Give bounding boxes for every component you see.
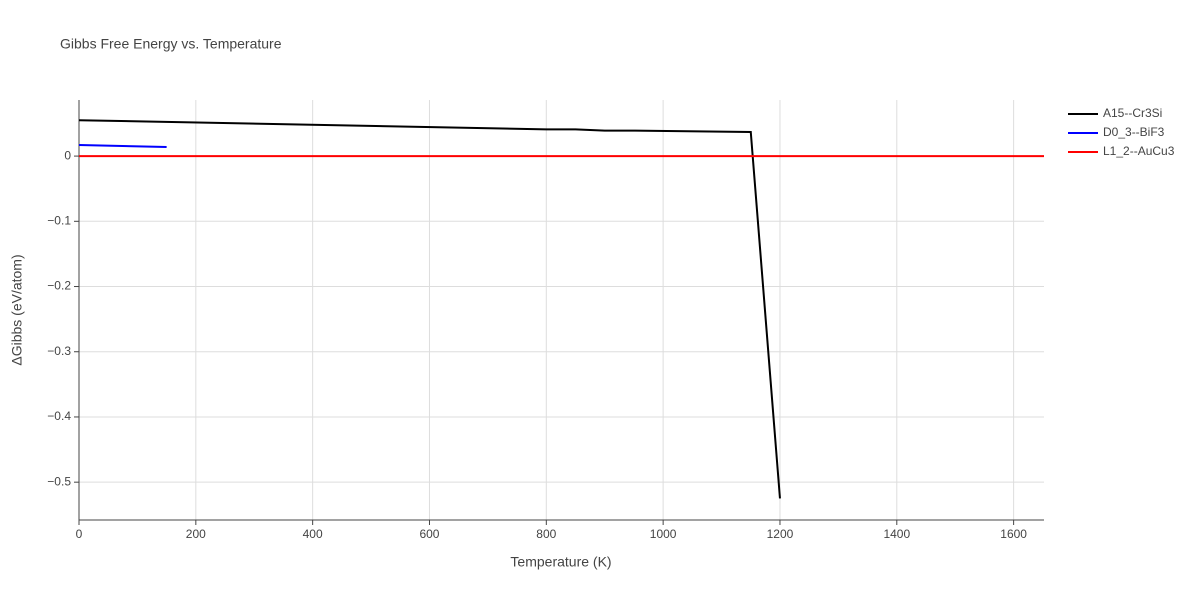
x-tick-label: 200 [186, 527, 206, 541]
x-tick-label: 800 [536, 527, 556, 541]
x-tick-label: 1200 [767, 527, 794, 541]
y-tick-label: −0.5 [47, 474, 71, 488]
x-tick-label: 1000 [650, 527, 677, 541]
x-axis-label: Temperature (K) [510, 554, 611, 570]
legend-label: D0_3--BiF3 [1103, 125, 1165, 139]
y-tick-label: −0.2 [47, 279, 71, 293]
y-tick-label: −0.1 [47, 213, 71, 227]
legend-label: L1_2--AuCu3 [1103, 144, 1175, 158]
chart-title: Gibbs Free Energy vs. Temperature [60, 36, 282, 52]
y-tick-label: −0.3 [47, 344, 71, 358]
x-tick-label: 1400 [883, 527, 910, 541]
x-tick-label: 600 [419, 527, 439, 541]
x-tick-label: 1600 [1000, 527, 1027, 541]
y-axis-label: ΔGibbs (eV/atom) [9, 254, 25, 365]
x-tick-label: 0 [76, 527, 83, 541]
legend-label: A15--Cr3Si [1103, 106, 1162, 120]
y-tick-label: 0 [64, 148, 71, 162]
series-line [78, 119, 781, 499]
y-tick-label: −0.4 [47, 409, 71, 423]
x-tick-label: 400 [303, 527, 323, 541]
series-line [78, 144, 167, 148]
